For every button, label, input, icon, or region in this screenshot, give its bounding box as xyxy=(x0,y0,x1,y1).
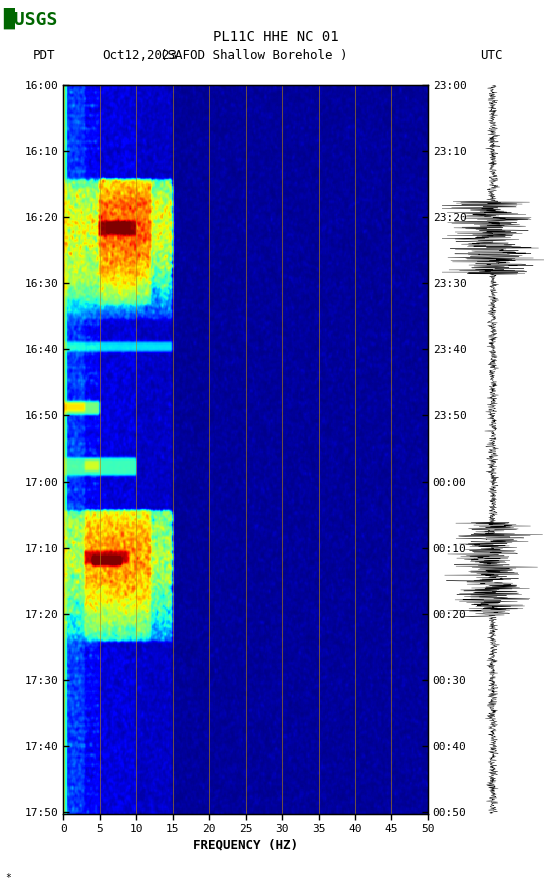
Text: (SAFOD Shallow Borehole ): (SAFOD Shallow Borehole ) xyxy=(160,49,348,62)
Text: PDT: PDT xyxy=(33,49,56,62)
Text: PL11C HHE NC 01: PL11C HHE NC 01 xyxy=(213,30,339,45)
Text: █USGS: █USGS xyxy=(3,7,57,29)
Text: *: * xyxy=(6,873,12,883)
Text: Oct12,2023: Oct12,2023 xyxy=(102,49,177,62)
Text: UTC: UTC xyxy=(480,49,503,62)
X-axis label: FREQUENCY (HZ): FREQUENCY (HZ) xyxy=(193,838,298,851)
